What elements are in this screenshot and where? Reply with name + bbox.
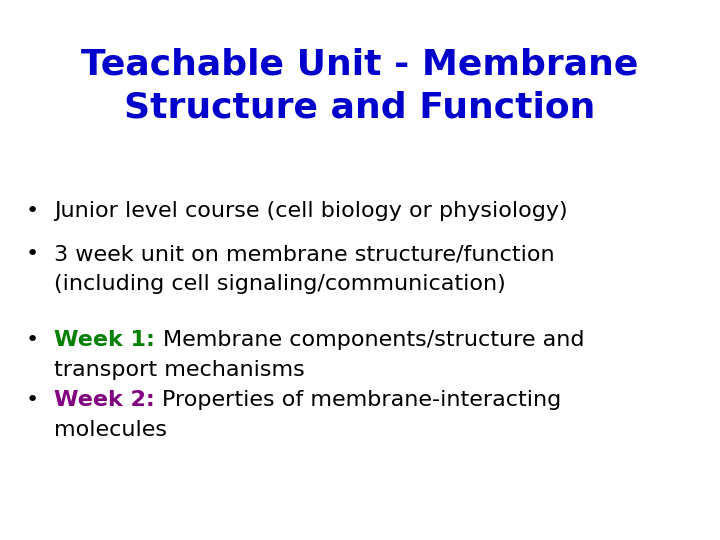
Text: transport mechanisms: transport mechanisms (54, 360, 305, 380)
Text: Teachable Unit - Membrane: Teachable Unit - Membrane (81, 48, 639, 82)
Text: (including cell signaling/communication): (including cell signaling/communication) (54, 274, 505, 294)
Text: molecules: molecules (54, 420, 167, 440)
Text: Week 1:: Week 1: (54, 330, 163, 350)
Text: Membrane components/structure and: Membrane components/structure and (163, 330, 584, 350)
Text: 3 week unit on membrane structure/function: 3 week unit on membrane structure/functi… (54, 244, 554, 264)
Text: Junior level course (cell biology or physiology): Junior level course (cell biology or phy… (54, 201, 567, 221)
Text: •: • (26, 244, 39, 264)
Text: Properties of membrane-interacting: Properties of membrane-interacting (163, 390, 562, 410)
Text: Week 2:: Week 2: (54, 390, 163, 410)
Text: •: • (26, 330, 39, 350)
Text: •: • (26, 201, 39, 221)
Text: •: • (26, 390, 39, 410)
Text: Structure and Function: Structure and Function (125, 91, 595, 125)
